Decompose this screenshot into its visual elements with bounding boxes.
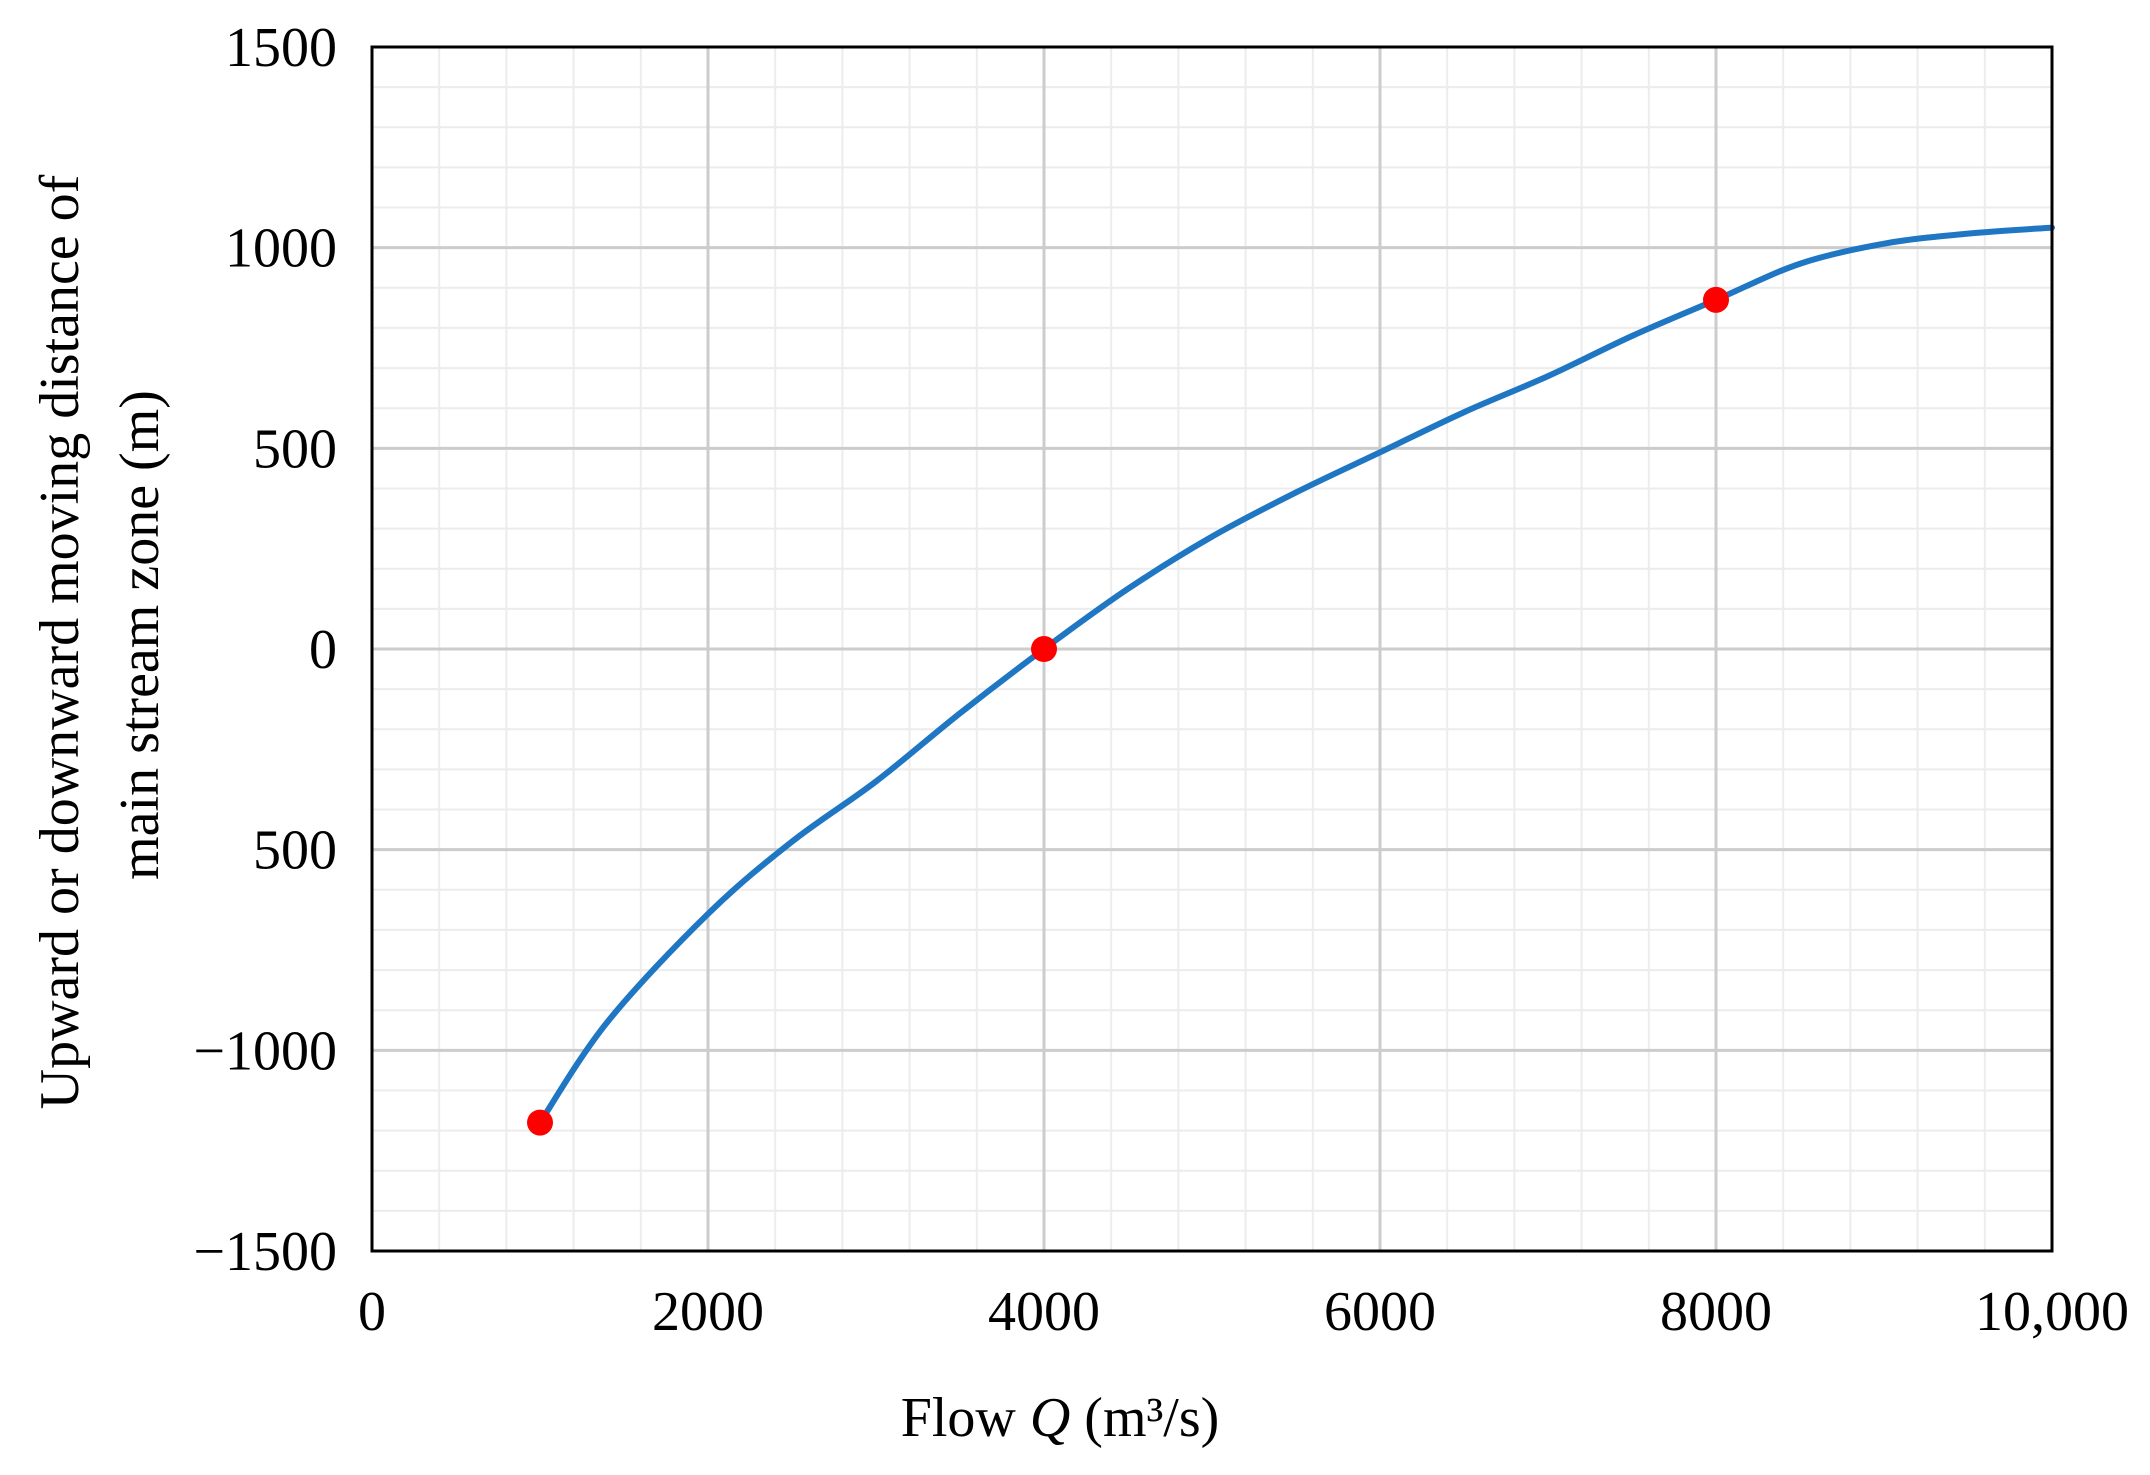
x-axis-title-symbol: Q <box>1030 1387 1070 1449</box>
data-point-marker <box>1031 636 1057 662</box>
x-tick-label: 0 <box>358 1281 386 1343</box>
x-tick-label: 10,000 <box>1975 1281 2129 1343</box>
plot-frame <box>370 45 2054 1253</box>
x-axis-title: Flow Q (m³/s) <box>901 1387 1220 1449</box>
y-tick-label: −1500 <box>193 1221 337 1283</box>
y-axis-title-line-1: Upward or downward moving distance of <box>29 174 91 1109</box>
y-tick-label: 1500 <box>225 17 337 79</box>
y-axis-title-line-2: main stream zone (m) <box>109 390 171 880</box>
x-axis-title-suffix: (m³/s) <box>1070 1387 1219 1449</box>
major-gridlines <box>372 47 2052 1251</box>
series-line-0 <box>537 224 2055 1126</box>
y-tick-labels: 1500 1000 500 0 500 −1000 −1500 <box>193 17 337 1283</box>
highlight-points <box>527 286 1729 1136</box>
x-tick-label: 8000 <box>1660 1281 1772 1343</box>
data-point-marker <box>1703 286 1729 313</box>
x-axis-title-prefix: Flow <box>901 1387 1030 1449</box>
x-tick-label: 6000 <box>1324 1281 1436 1343</box>
series-layer <box>537 224 2055 1126</box>
y-tick-label: −1000 <box>193 1020 337 1082</box>
y-axis-title: Upward or downward moving distance of ma… <box>29 161 171 1110</box>
x-tick-labels: 0 2000 4000 6000 8000 10,000 <box>358 1281 2129 1343</box>
y-tick-label: 1000 <box>225 218 337 280</box>
x-tick-label: 4000 <box>988 1281 1100 1343</box>
data-point-marker <box>527 1109 553 1136</box>
x-tick-label: 2000 <box>652 1281 764 1343</box>
y-tick-label: 0 <box>309 619 337 681</box>
y-tick-label: 500 <box>253 820 337 882</box>
y-tick-label: 500 <box>253 418 337 480</box>
